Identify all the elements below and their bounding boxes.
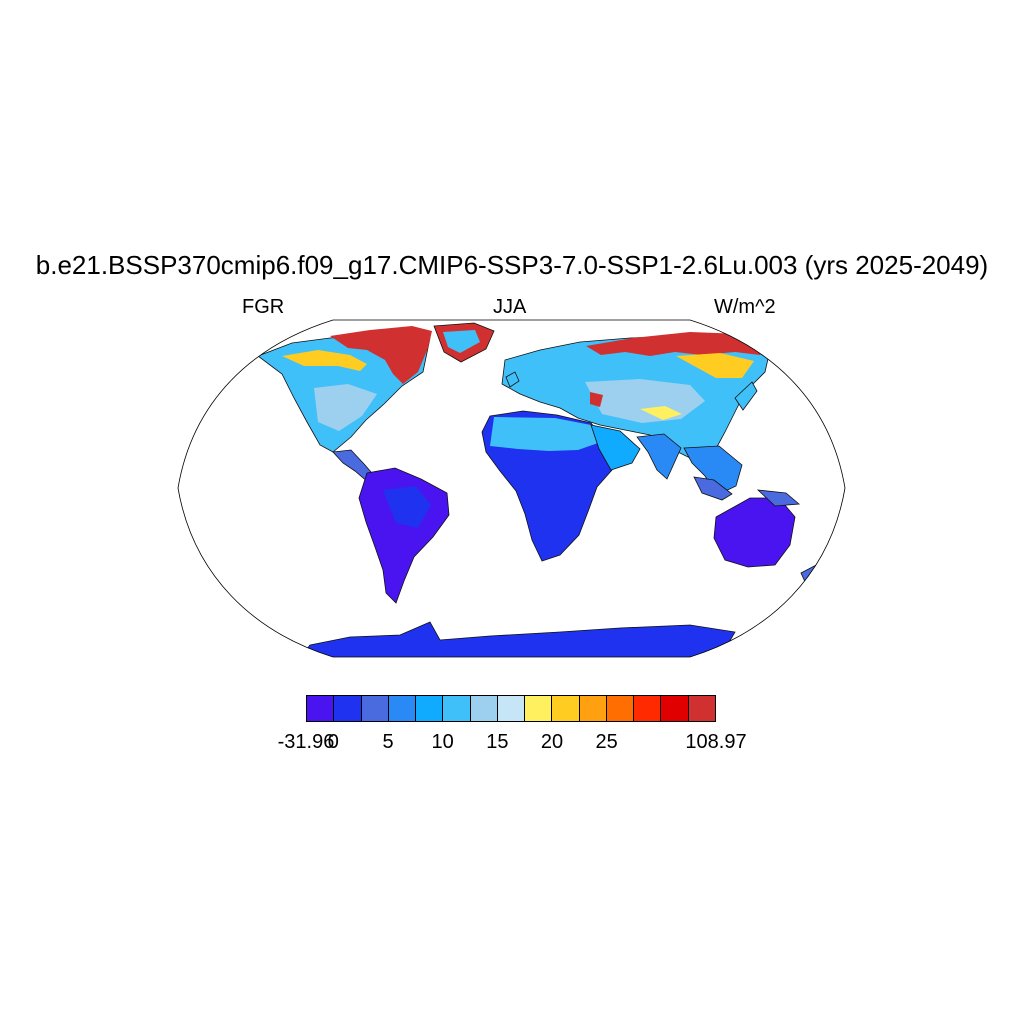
- colorbar-swatch: [525, 696, 553, 721]
- colorbar: [306, 695, 716, 722]
- map-outline: [177, 319, 846, 658]
- tibet-yellow: [640, 406, 682, 420]
- central-asia: [585, 379, 705, 423]
- colorbar-swatch: [334, 696, 362, 721]
- colorbar-tick-label: 25: [595, 731, 618, 753]
- units-label: W/m^2: [714, 296, 776, 318]
- map-data-layer: [257, 322, 824, 657]
- north-america-land: [257, 330, 431, 453]
- colorbar-tick-label: 20: [540, 731, 564, 753]
- siberia-yellow: [676, 353, 754, 378]
- colorbar-swatch: [307, 696, 335, 721]
- colorbar-tick-label: 108.97: [685, 731, 747, 753]
- antarctica-land: [299, 621, 736, 657]
- colorbar-tick-label: 5: [382, 731, 394, 753]
- season-label: JJA: [493, 296, 527, 318]
- colorbar-tick-label: -31.96: [277, 731, 335, 753]
- colorbar-swatch: [661, 696, 689, 721]
- siberia-warm: [586, 332, 769, 356]
- north-america-interior: [314, 384, 377, 431]
- caspian-red: [590, 392, 603, 407]
- colorbar-swatch: [552, 696, 580, 721]
- colorbar-tick-label: 10: [431, 731, 454, 753]
- colorbar-swatch: [606, 696, 635, 721]
- colorbar-swatch: [470, 696, 498, 721]
- uk-land: [505, 371, 520, 388]
- south-america-blue-patch: [383, 486, 431, 528]
- japan-land: [734, 381, 758, 411]
- south-america-land: [358, 467, 450, 604]
- colorbar-swatch: [388, 696, 417, 721]
- colorbar-tick-label: 0: [327, 731, 339, 753]
- new-guinea-land: [756, 489, 800, 507]
- colorbar-swatch: [361, 696, 389, 721]
- north-america-arctic-warm: [330, 326, 432, 384]
- central-america-land: [332, 449, 378, 484]
- southeast-asia-land: [683, 445, 743, 496]
- new-zealand-land: [800, 563, 824, 585]
- plot-title: b.e21.BSSP370cmip6.f09_g17.CMIP6-SSP3-7.…: [35, 250, 989, 280]
- eurasia-land: [501, 335, 771, 461]
- greenland-land: [433, 322, 495, 363]
- arabia-land: [590, 424, 641, 471]
- colorbar-swatch: [579, 696, 607, 721]
- colorbar-swatch: [443, 696, 471, 721]
- north-america-yellow-band: [282, 350, 367, 371]
- greenland-interior: [443, 330, 480, 353]
- africa-land: [481, 410, 613, 562]
- colorbar-swatch: [634, 696, 662, 721]
- variable-label: FGR: [242, 296, 285, 318]
- colorbar-swatch: [416, 696, 444, 721]
- north-africa-light: [490, 417, 601, 451]
- australia-land: [713, 497, 796, 568]
- india-land: [636, 433, 682, 480]
- colorbar-swatch: [497, 696, 526, 721]
- colorbar-tick-label: 15: [486, 731, 509, 753]
- colorbar-swatch: [688, 696, 715, 721]
- indonesia-land: [693, 476, 733, 501]
